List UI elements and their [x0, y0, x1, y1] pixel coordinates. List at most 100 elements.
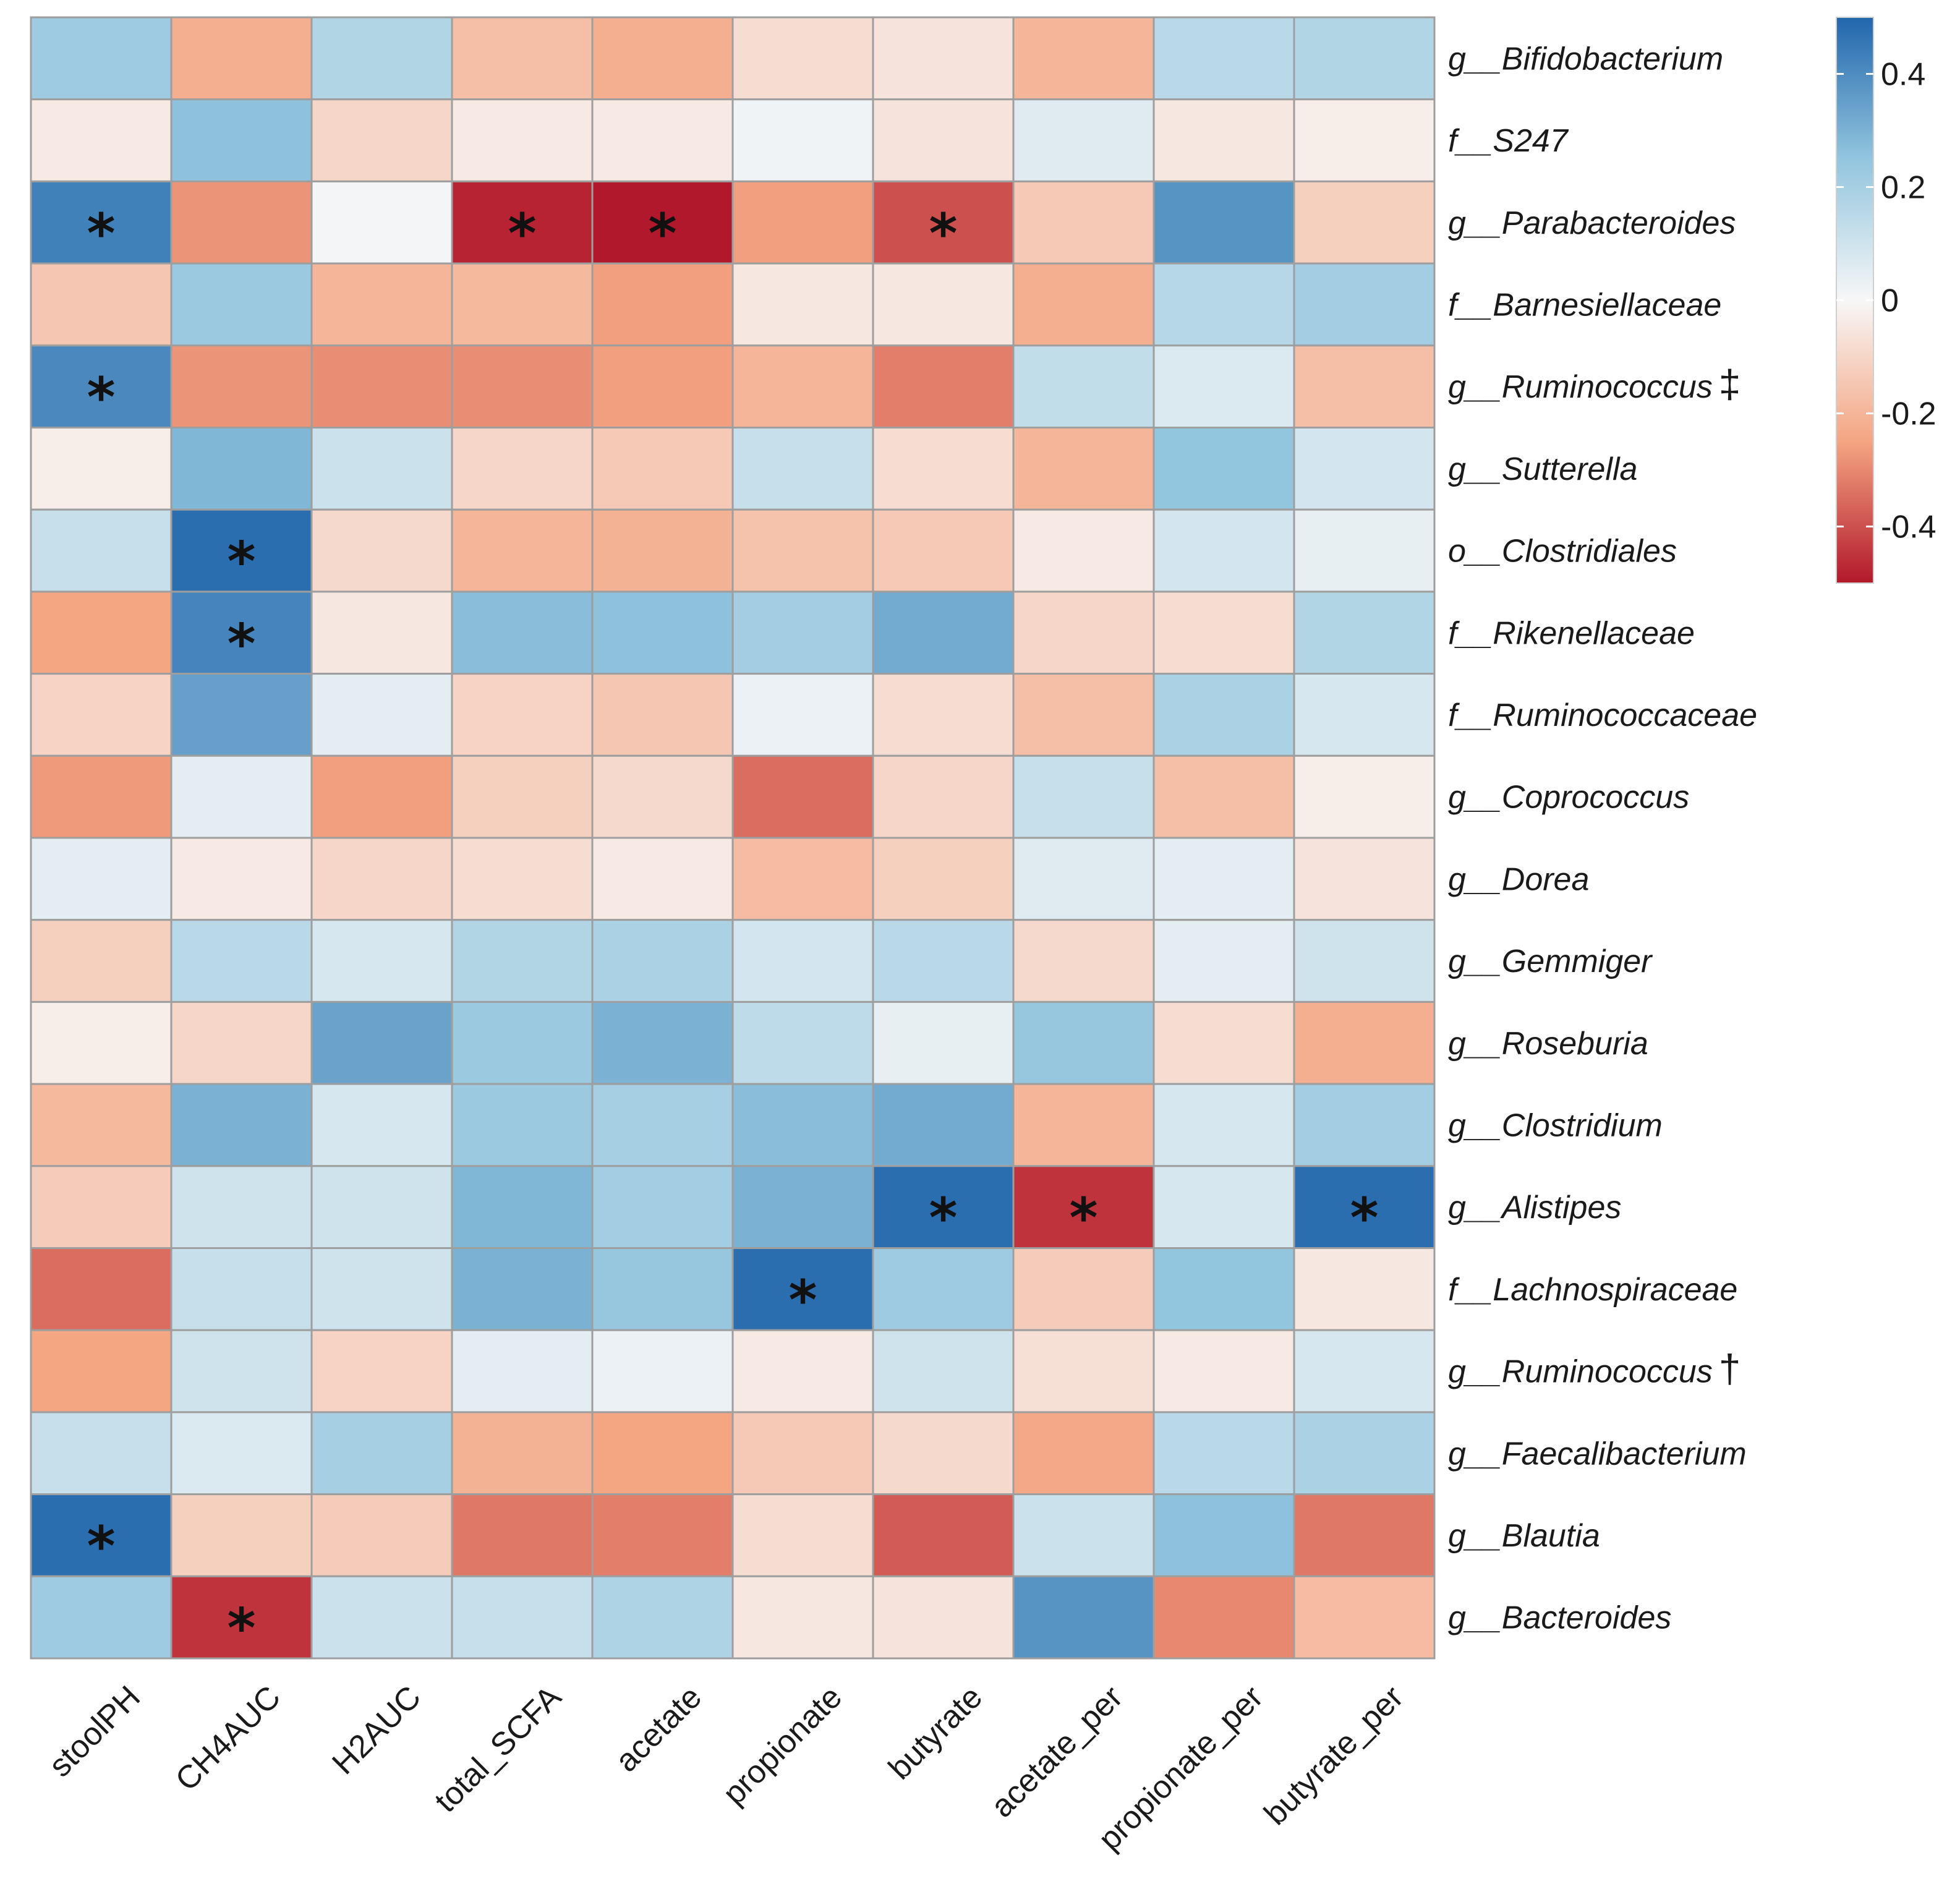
- heatmap-cell: [731, 262, 874, 347]
- heatmap-cell: [591, 754, 734, 839]
- heatmap-cell: [872, 754, 1015, 839]
- heatmap-cell: [30, 1411, 173, 1496]
- heatmap-cell: [1012, 837, 1155, 921]
- heatmap-cell: [30, 98, 173, 182]
- heatmap-cell: [451, 919, 594, 1003]
- heatmap-cell: [170, 754, 313, 839]
- heatmap-cell: [1153, 591, 1295, 675]
- row-label: g__Sutterella: [1448, 451, 1637, 487]
- significance-star: *: [929, 1186, 957, 1250]
- heatmap-cell: [310, 180, 453, 265]
- heatmap-cell: [1012, 1000, 1155, 1085]
- heatmap-cell: [170, 1000, 313, 1085]
- significance-star: *: [227, 530, 255, 594]
- heatmap-cell: [1012, 427, 1155, 511]
- heatmap-cell: [1293, 1000, 1436, 1085]
- column-label: acetate_per: [984, 1679, 1130, 1824]
- heatmap-cell: [1012, 262, 1155, 347]
- heatmap-cell: [872, 344, 1015, 429]
- heatmap-cell: [731, 98, 874, 182]
- heatmap-cell: [591, 673, 734, 757]
- heatmap-cell: [1012, 508, 1155, 593]
- heatmap-cell: [1012, 16, 1155, 101]
- heatmap-cell: [30, 837, 173, 921]
- heatmap-cell: [1153, 1000, 1295, 1085]
- heatmap-cell: [872, 591, 1015, 675]
- significance-star: *: [1069, 1186, 1097, 1250]
- heatmap-cell: [451, 1493, 594, 1577]
- heatmap-cell: [451, 1329, 594, 1414]
- row-label: g__Blautia: [1448, 1518, 1600, 1554]
- heatmap-cell: [872, 1493, 1015, 1577]
- heatmap-cell: [310, 98, 453, 182]
- heatmap-cell: [30, 754, 173, 839]
- heatmap-cell: [731, 1000, 874, 1085]
- heatmap-cell: [731, 837, 874, 921]
- heatmap-cell: [1293, 1493, 1436, 1577]
- heatmap-cell: [1293, 1083, 1436, 1167]
- heatmap-cell: [30, 1575, 173, 1660]
- heatmap-cell: [872, 1083, 1015, 1167]
- heatmap-cell: [1153, 1247, 1295, 1331]
- heatmap-cell: [170, 180, 313, 265]
- heatmap-cell: [1012, 673, 1155, 757]
- heatmap-cell: [310, 508, 453, 593]
- heatmap-cell: [591, 16, 734, 101]
- heatmap-cell: [451, 1411, 594, 1496]
- heatmap-cell: [170, 427, 313, 511]
- heatmap-cell: [731, 180, 874, 265]
- heatmap-cell: [1293, 427, 1436, 511]
- column-label: acetate: [608, 1679, 709, 1779]
- significance-star: *: [87, 202, 115, 265]
- colorbar-tick-label: -0.2: [1881, 396, 1937, 432]
- column-labels: stoolPH CH4AUC H2AUC total_SCFA acetate propi…: [42, 1679, 1410, 1857]
- heatmap-cell: [1012, 1329, 1155, 1414]
- heatmap-cell: [591, 180, 734, 265]
- heatmap-cell: [310, 1165, 453, 1250]
- heatmap-cell: [310, 1411, 453, 1496]
- heatmap-cell: [591, 837, 734, 921]
- significance-star: *: [929, 202, 957, 265]
- heatmap-cell: [451, 1575, 594, 1660]
- heatmap-cell: [591, 262, 734, 347]
- heatmap-cell: [30, 508, 173, 593]
- heatmap-cell: [1153, 180, 1295, 265]
- heatmap-cell: [1293, 262, 1436, 347]
- heatmap-cell: [1012, 754, 1155, 839]
- significance-star: *: [227, 1597, 255, 1660]
- column-label: CH4AUC: [169, 1679, 288, 1797]
- heatmap-cell: [30, 1247, 173, 1331]
- heatmap-cell: [591, 1411, 734, 1496]
- heatmap-cell: [872, 1165, 1015, 1250]
- heatmap-cell: [30, 591, 173, 675]
- heatmap-cell: [30, 1083, 173, 1167]
- heatmap-cell: [451, 591, 594, 675]
- column-label: butyrate_per: [1258, 1679, 1410, 1831]
- heatmap-cell: [30, 262, 173, 347]
- heatmap-cell: [731, 16, 874, 101]
- heatmap-cell: [451, 98, 594, 182]
- heatmap-cell: [872, 1411, 1015, 1496]
- heatmap-cell: [1153, 1411, 1295, 1496]
- heatmap-cell: [1153, 16, 1295, 101]
- heatmap-cell: [1153, 98, 1295, 182]
- heatmap-cell: [1012, 1083, 1155, 1167]
- heatmap-cell: [872, 673, 1015, 757]
- heatmap-cell: [731, 1575, 874, 1660]
- heatmap-cell: [1153, 673, 1295, 757]
- column-label: total_SCFA: [428, 1679, 568, 1819]
- heatmap-cell: [310, 1575, 453, 1660]
- heatmap-cell: [310, 1493, 453, 1577]
- row-label: f__Lachnospiraceae: [1448, 1272, 1737, 1308]
- row-label: g__Coprococcus: [1448, 780, 1689, 816]
- heatmap-cell: [1293, 837, 1436, 921]
- heatmap-cell: [872, 262, 1015, 347]
- heatmap-cell: [1012, 591, 1155, 675]
- heatmap-cell: [170, 837, 313, 921]
- heatmap-cell: [1153, 344, 1295, 429]
- row-label: g__Bacteroides: [1448, 1600, 1671, 1636]
- heatmap-cell: [591, 1083, 734, 1167]
- heatmap-cell: [1153, 508, 1295, 593]
- heatmap-cell: [591, 508, 734, 593]
